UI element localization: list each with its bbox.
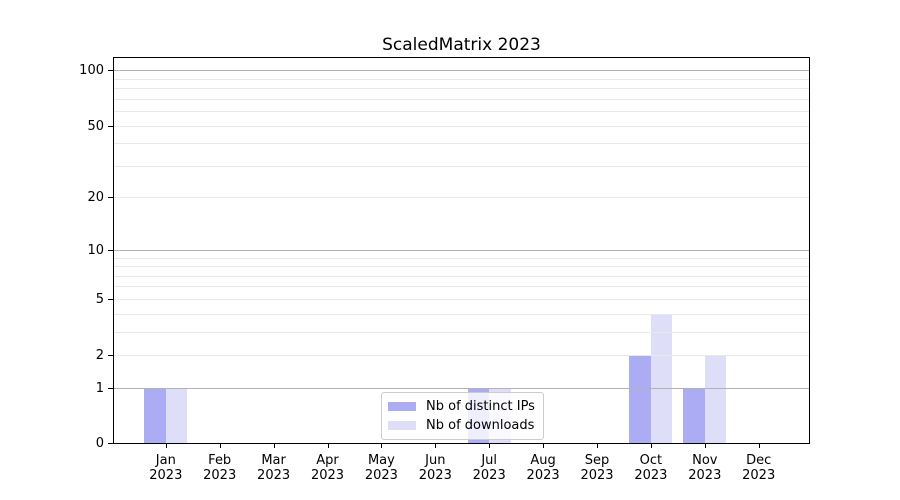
x-tick-label-apr: Apr 2023 <box>298 453 358 483</box>
x-tick-label-mar: Mar 2023 <box>244 453 304 483</box>
x-tick-label-feb: Feb 2023 <box>190 453 250 483</box>
y-tick-mark-0 <box>108 443 113 444</box>
minor-gridline-7 <box>113 275 810 277</box>
minor-gridline-6 <box>113 286 810 288</box>
month-label: Jun <box>425 453 446 468</box>
y-tick-mark-2 <box>108 355 113 357</box>
minor-gridline-30 <box>113 165 810 167</box>
x-tick-mark-may <box>381 444 383 448</box>
major-gridline-1 <box>113 387 810 389</box>
year-label: 2023 <box>418 468 452 483</box>
y-tick-label-0: 0 <box>95 436 104 451</box>
x-tick-mark-jan <box>165 444 167 448</box>
minor-gridline-3 <box>113 331 810 333</box>
x-tick-label-oct: Oct 2023 <box>621 453 681 483</box>
minor-gridline-90 <box>113 78 810 80</box>
bar-downloads-jan <box>165 387 188 444</box>
legend-entry-distinct-ips: Nb of distinct IPs <box>388 399 535 414</box>
month-label: Dec <box>746 453 772 468</box>
x-tick-label-jul: Jul 2023 <box>459 453 519 483</box>
x-tick-label-dec: Dec 2023 <box>729 453 789 483</box>
minor-gridline-40 <box>113 143 810 145</box>
year-label: 2023 <box>203 468 237 483</box>
y-tick-mark-10 <box>108 249 113 251</box>
x-tick-mark-aug <box>543 444 545 448</box>
y-tick-label-20: 20 <box>87 190 104 206</box>
x-tick-label-may: May 2023 <box>351 453 411 483</box>
year-label: 2023 <box>742 468 776 483</box>
x-tick-label-jun: Jun 2023 <box>405 453 465 483</box>
legend-label-distinct-ips: Nb of distinct IPs <box>426 399 535 414</box>
year-label: 2023 <box>257 468 291 483</box>
bar-distinct-ips-nov <box>683 387 705 444</box>
x-tick-mark-jun <box>435 444 437 448</box>
legend: Nb of distinct IPs Nb of downloads <box>381 392 544 440</box>
month-label: May <box>367 453 395 468</box>
x-tick-label-nov: Nov 2023 <box>675 453 735 483</box>
legend-swatch-distinct-ips <box>388 402 416 411</box>
x-tick-mark-jul <box>489 444 491 448</box>
y-tick-label-2: 2 <box>95 348 104 364</box>
y-tick-mark-5 <box>108 298 113 300</box>
minor-gridline-80 <box>113 88 810 90</box>
x-tick-mark-dec <box>758 444 760 448</box>
year-label: 2023 <box>149 468 183 483</box>
month-label: Sep <box>584 453 610 468</box>
minor-gridline-50 <box>113 125 810 127</box>
minor-gridline-8 <box>113 266 810 268</box>
y-tick-mark-20 <box>108 197 113 199</box>
minor-gridline-5 <box>113 298 810 300</box>
x-tick-mark-sep <box>597 444 598 448</box>
year-label: 2023 <box>580 468 614 483</box>
y-tick-label-100: 100 <box>79 63 104 79</box>
x-tick-mark-oct <box>650 444 652 448</box>
year-label: 2023 <box>688 468 722 483</box>
y-tick-mark-100 <box>108 70 113 72</box>
y-tick-label-50: 50 <box>87 118 104 134</box>
year-label: 2023 <box>364 468 398 483</box>
month-label: Mar <box>261 453 286 468</box>
y-tick-label-1: 1 <box>95 380 104 396</box>
month-label: Oct <box>639 453 663 468</box>
legend-label-downloads: Nb of downloads <box>426 418 535 433</box>
x-tick-mark-mar <box>273 444 275 448</box>
x-tick-mark-nov <box>704 444 706 448</box>
major-gridline-10 <box>113 249 810 251</box>
y-tick-label-10: 10 <box>87 242 104 258</box>
month-label: Apr <box>316 453 339 468</box>
minor-gridline-70 <box>113 98 810 100</box>
year-label: 2023 <box>526 468 560 483</box>
year-label: 2023 <box>634 468 668 483</box>
x-tick-label-sep: Sep 2023 <box>567 453 627 483</box>
month-label: Jul <box>481 453 498 468</box>
legend-entry-downloads: Nb of downloads <box>388 418 535 433</box>
year-label: 2023 <box>472 468 506 483</box>
month-label: Feb <box>208 453 232 468</box>
bar-downloads-oct <box>650 313 673 444</box>
x-tick-mark-apr <box>327 444 329 448</box>
x-tick-mark-feb <box>219 444 221 448</box>
y-tick-mark-50 <box>108 125 113 127</box>
chart-title: ScaledMatrix 2023 <box>382 35 541 55</box>
y-tick-mark-1 <box>108 387 113 389</box>
minor-gridline-20 <box>113 197 810 199</box>
minor-gridline-2 <box>113 355 810 357</box>
month-label: Nov <box>692 453 718 468</box>
minor-gridline-60 <box>113 111 810 113</box>
month-label: Jan <box>155 453 176 468</box>
bar-distinct-ips-oct <box>629 355 651 444</box>
major-gridline-100 <box>113 70 810 72</box>
bar-downloads-nov <box>704 355 727 444</box>
legend-swatch-downloads <box>388 421 416 430</box>
year-label: 2023 <box>310 468 345 483</box>
x-tick-label-aug: Aug 2023 <box>513 453 573 483</box>
minor-gridline-4 <box>113 313 810 315</box>
month-label: Aug <box>530 453 556 468</box>
minor-gridline-9 <box>113 257 810 259</box>
bar-distinct-ips-jan <box>144 387 166 444</box>
x-tick-label-jan: Jan 2023 <box>136 453 196 483</box>
plot-area: Nb of distinct IPs Nb of downloads <box>108 57 810 448</box>
y-tick-label-5: 5 <box>95 291 104 307</box>
